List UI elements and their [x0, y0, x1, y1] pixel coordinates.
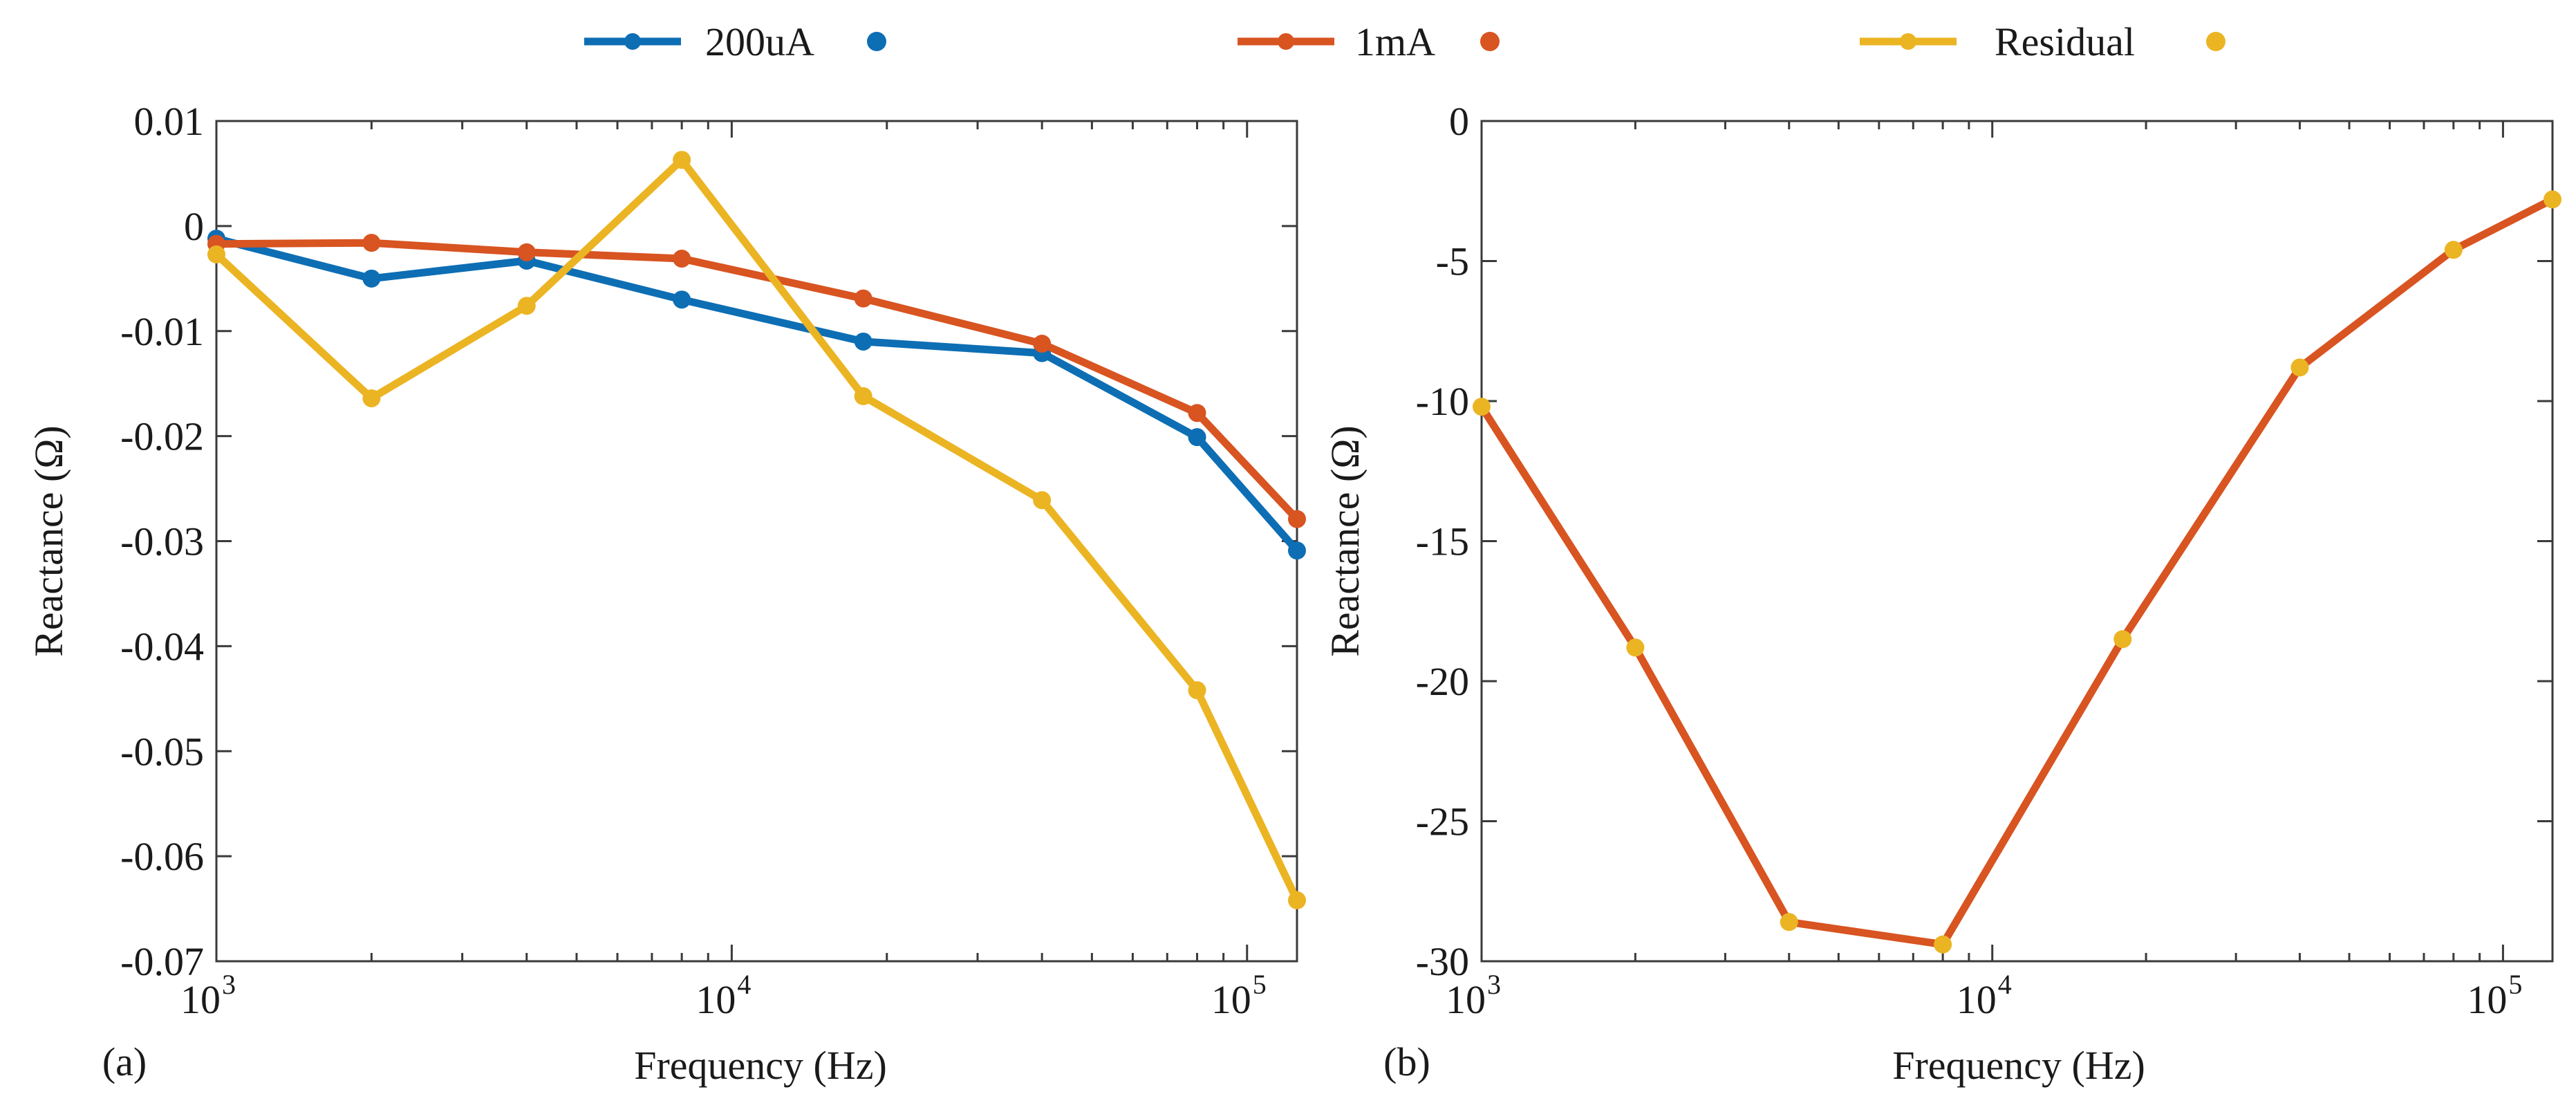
y-tick-label: -0.07	[120, 939, 204, 984]
y-tick-label: -0.05	[120, 729, 204, 774]
data-point	[1780, 913, 1798, 931]
data-point	[1188, 428, 1206, 447]
y-tick-label: -0.02	[120, 414, 204, 459]
y-tick-label: -10	[1416, 379, 1469, 424]
data-point	[854, 387, 872, 405]
y-tick-label: 0	[184, 204, 204, 249]
y-tick-label: -25	[1416, 799, 1469, 844]
data-point	[673, 249, 691, 268]
series-group	[207, 151, 1306, 909]
data-point	[2290, 358, 2309, 377]
legend-line-marker	[1278, 33, 1294, 50]
data-point	[673, 151, 691, 169]
x-tick-label-exponent: 3	[222, 969, 236, 1000]
legend-label: 200uA	[705, 19, 814, 64]
legend-label: 1mA	[1355, 19, 1435, 64]
panel-label: (b)	[1383, 1039, 1430, 1084]
y-tick-label: 0	[1449, 99, 1469, 144]
series-line	[212, 234, 1301, 555]
series-group	[1473, 190, 2561, 954]
y-tick-label: -20	[1416, 659, 1469, 704]
y-tick-label: -0.03	[120, 519, 204, 564]
data-point	[673, 290, 691, 309]
y-tick-label: -0.04	[120, 624, 204, 669]
y-axis-title: Reactance (Ω)	[1323, 425, 1368, 657]
x-tick-label-exponent: 4	[737, 969, 751, 1000]
legend-line-marker	[624, 33, 641, 50]
data-point	[1934, 935, 1952, 954]
panel-label: (a)	[102, 1039, 147, 1084]
y-tick-label: -0.01	[120, 309, 204, 354]
data-point	[362, 234, 381, 252]
legend-marker-swatch	[1480, 32, 1500, 51]
plot-frame	[1480, 120, 2554, 963]
legend-entry: 1mA	[1238, 19, 1500, 64]
series-line	[212, 156, 1301, 905]
data-point	[517, 243, 536, 261]
x-tick-label: 104	[1957, 969, 2012, 1022]
x-axis-title: Frequency (Hz)	[1892, 1043, 2145, 1088]
legend-entry: 200uA	[584, 19, 886, 64]
x-tick-label: 104	[696, 969, 751, 1022]
x-tick-label: 103	[180, 969, 236, 1022]
data-point	[362, 269, 381, 288]
y-tick-label: -0.06	[120, 834, 204, 879]
x-axis-title: Frequency (Hz)	[634, 1043, 887, 1088]
series-line	[212, 239, 1301, 523]
y-axis-title: Reactance (Ω)	[26, 425, 71, 657]
legend-line-marker	[1900, 33, 1916, 50]
y-tick-label: 0.01	[134, 99, 205, 144]
panel-a-chart: 0.01 0 -0.01 -0.02 -0.03 -0.04 -0.05 -0.06 -0.07…	[26, 99, 1306, 1088]
data-point	[1188, 681, 1206, 700]
data-point	[1288, 541, 1306, 560]
data-point	[1288, 891, 1306, 909]
y-tick-label: -30	[1416, 939, 1469, 984]
y-tick-label: -5	[1436, 239, 1469, 284]
x-tick-label: 105	[2467, 969, 2522, 1022]
legend: 200uA 1mA Residual	[584, 19, 2225, 64]
legend-marker-swatch	[2206, 32, 2225, 51]
data-point	[854, 332, 872, 351]
legend-label: Residual	[1995, 19, 2135, 64]
y-tick-label: -15	[1416, 519, 1469, 564]
data-point	[1288, 510, 1306, 528]
data-point	[1033, 491, 1052, 510]
data-point	[1473, 398, 1491, 416]
data-point	[2444, 241, 2463, 259]
data-point	[1033, 334, 1052, 353]
x-tick-label: 105	[1211, 969, 1267, 1022]
legend-marker-swatch	[867, 32, 886, 51]
x-tick-label-exponent: 5	[1253, 969, 1267, 1000]
x-tick-label: 103	[1446, 969, 1501, 1022]
x-tick-label-exponent: 4	[1998, 969, 2012, 1000]
x-tick-label-exponent: 3	[1487, 969, 1501, 1000]
data-point	[854, 289, 872, 308]
data-point	[362, 389, 381, 407]
data-point	[2113, 630, 2132, 649]
data-point	[517, 297, 536, 315]
legend-entry: Residual	[1860, 19, 2225, 64]
data-point	[2544, 190, 2561, 209]
data-point	[1626, 638, 1645, 657]
series-line	[1477, 195, 2557, 949]
data-point	[207, 245, 225, 263]
x-tick-label-exponent: 5	[2508, 969, 2522, 1000]
data-point	[1188, 404, 1206, 423]
